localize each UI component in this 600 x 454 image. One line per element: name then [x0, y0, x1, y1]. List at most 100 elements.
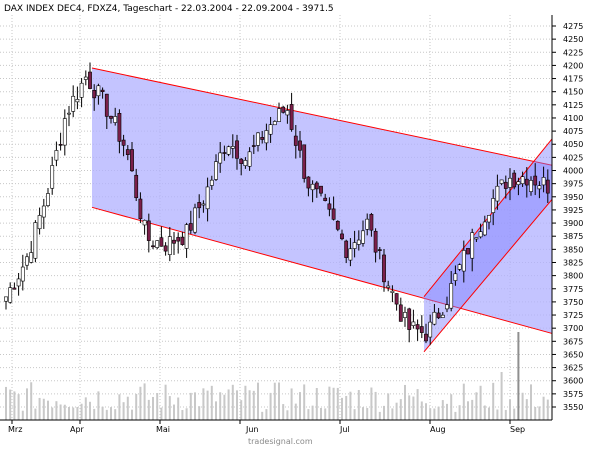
- y-tick-label: 4050: [563, 140, 583, 149]
- y-tick-label: 4075: [563, 127, 583, 136]
- y-tick-label: 4150: [563, 88, 583, 97]
- volume-bar: [362, 407, 364, 420]
- axes: 3550 3575 3600 3625 3650 3675 3700 3725 3750 3775…: [0, 15, 583, 434]
- volume-bar: [227, 389, 230, 420]
- candle-body: [461, 250, 466, 272]
- volume-bar: [357, 390, 360, 420]
- candle-body: [331, 208, 336, 220]
- volume-bar: [509, 399, 511, 420]
- y-tick-label: 3850: [563, 245, 583, 254]
- candle-body: [130, 149, 134, 172]
- candle-body: [545, 179, 550, 194]
- volume-bar: [399, 399, 402, 420]
- volume-bar: [412, 396, 415, 420]
- volume-bar: [168, 396, 171, 420]
- candle-body: [201, 203, 206, 206]
- volume-bar: [164, 384, 167, 420]
- candle-body: [310, 183, 315, 191]
- candle-body: [482, 221, 487, 236]
- volume-bar: [475, 392, 478, 420]
- candle-body: [226, 146, 231, 155]
- volume-bar: [248, 390, 251, 420]
- volume-bar: [101, 406, 104, 420]
- candle-body: [281, 106, 286, 113]
- volume-bar: [198, 406, 201, 420]
- candle-body: [264, 130, 269, 144]
- candle-body: [361, 230, 365, 244]
- candle-body: [356, 239, 361, 245]
- candle-body: [306, 176, 311, 189]
- candle-body: [176, 237, 181, 242]
- volume-bar: [72, 407, 75, 420]
- candle-body: [508, 177, 512, 188]
- volume-bar: [152, 396, 154, 420]
- candle-body: [180, 236, 185, 245]
- candle-body: [222, 152, 227, 154]
- y-tick-label: 4025: [563, 153, 583, 162]
- candle-body: [50, 165, 55, 189]
- volume-bar: [542, 396, 545, 420]
- volume-bar: [366, 407, 369, 420]
- candle-body: [272, 121, 277, 126]
- volume-bar: [517, 332, 520, 420]
- volume-bar: [252, 390, 255, 420]
- volume-bar: [97, 391, 100, 420]
- candle-body: [172, 239, 176, 244]
- candle-body: [134, 174, 139, 199]
- candle-body: [12, 287, 17, 290]
- uptrend-lower-line: [423, 199, 553, 353]
- volume-bar: [294, 403, 297, 420]
- candle-body: [298, 140, 302, 151]
- candle-body: [104, 93, 109, 117]
- volume-bar: [303, 384, 306, 420]
- y-tick-label: 3825: [563, 258, 583, 267]
- y-tick-label: 4000: [563, 167, 583, 176]
- candle-body: [20, 266, 25, 282]
- volume-bar: [5, 386, 7, 420]
- volume-bar: [76, 406, 79, 420]
- y-tick-label: 4200: [563, 61, 583, 70]
- candle-body: [348, 248, 353, 261]
- volume-bar: [63, 404, 66, 420]
- volume-bar: [404, 384, 406, 420]
- volume-bar: [483, 405, 486, 420]
- volume-bar: [420, 401, 423, 420]
- x-tick-label: Jul: [339, 425, 350, 434]
- x-tick-label: Apr: [70, 425, 85, 434]
- candle-body: [440, 314, 445, 318]
- volume-bar: [374, 391, 377, 420]
- candle-body: [516, 181, 521, 185]
- volume-bar: [59, 404, 62, 420]
- volume-bar: [122, 402, 125, 420]
- candle-body: [125, 149, 130, 155]
- y-tick-label: 4275: [563, 22, 583, 31]
- candle-body: [314, 182, 319, 190]
- volume-bar: [290, 388, 293, 420]
- volume-bar: [462, 383, 465, 420]
- volume-bar: [378, 411, 381, 420]
- candle-body: [529, 180, 533, 192]
- volume-bar: [278, 382, 280, 420]
- volume-bar: [425, 403, 427, 420]
- x-tick-label: Mrz: [8, 425, 22, 434]
- candle-body: [54, 150, 59, 161]
- x-tick-label: Sep: [510, 425, 525, 434]
- y-tick-label: 3800: [563, 272, 583, 281]
- volume-bar: [131, 409, 133, 420]
- volume-bar: [51, 407, 54, 420]
- candle-body: [277, 108, 281, 122]
- volume-bar: [538, 406, 541, 420]
- volume-bar: [441, 400, 444, 420]
- x-tick-label: Aug: [430, 425, 446, 434]
- candle-body: [243, 160, 248, 166]
- candle-body: [268, 124, 273, 135]
- volume-bar: [416, 389, 419, 420]
- y-tick-label: 3900: [563, 219, 583, 228]
- candle-body: [92, 90, 97, 99]
- volume-bar: [525, 399, 528, 420]
- downtrend-lower-line: [91, 206, 553, 334]
- volume-bar: [189, 392, 192, 420]
- volume-bar: [328, 386, 331, 420]
- candle-body: [96, 85, 101, 97]
- candle-body: [239, 158, 244, 164]
